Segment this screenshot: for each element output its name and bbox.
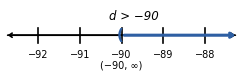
Text: d > −90: d > −90 xyxy=(109,10,159,23)
Text: −88: −88 xyxy=(195,50,215,60)
Text: (: ( xyxy=(116,28,123,43)
Text: −89: −89 xyxy=(153,50,173,60)
Text: (−90, ∞): (−90, ∞) xyxy=(100,60,143,70)
Text: −90: −90 xyxy=(111,50,132,60)
Text: −91: −91 xyxy=(70,50,90,60)
Text: −92: −92 xyxy=(28,50,48,60)
